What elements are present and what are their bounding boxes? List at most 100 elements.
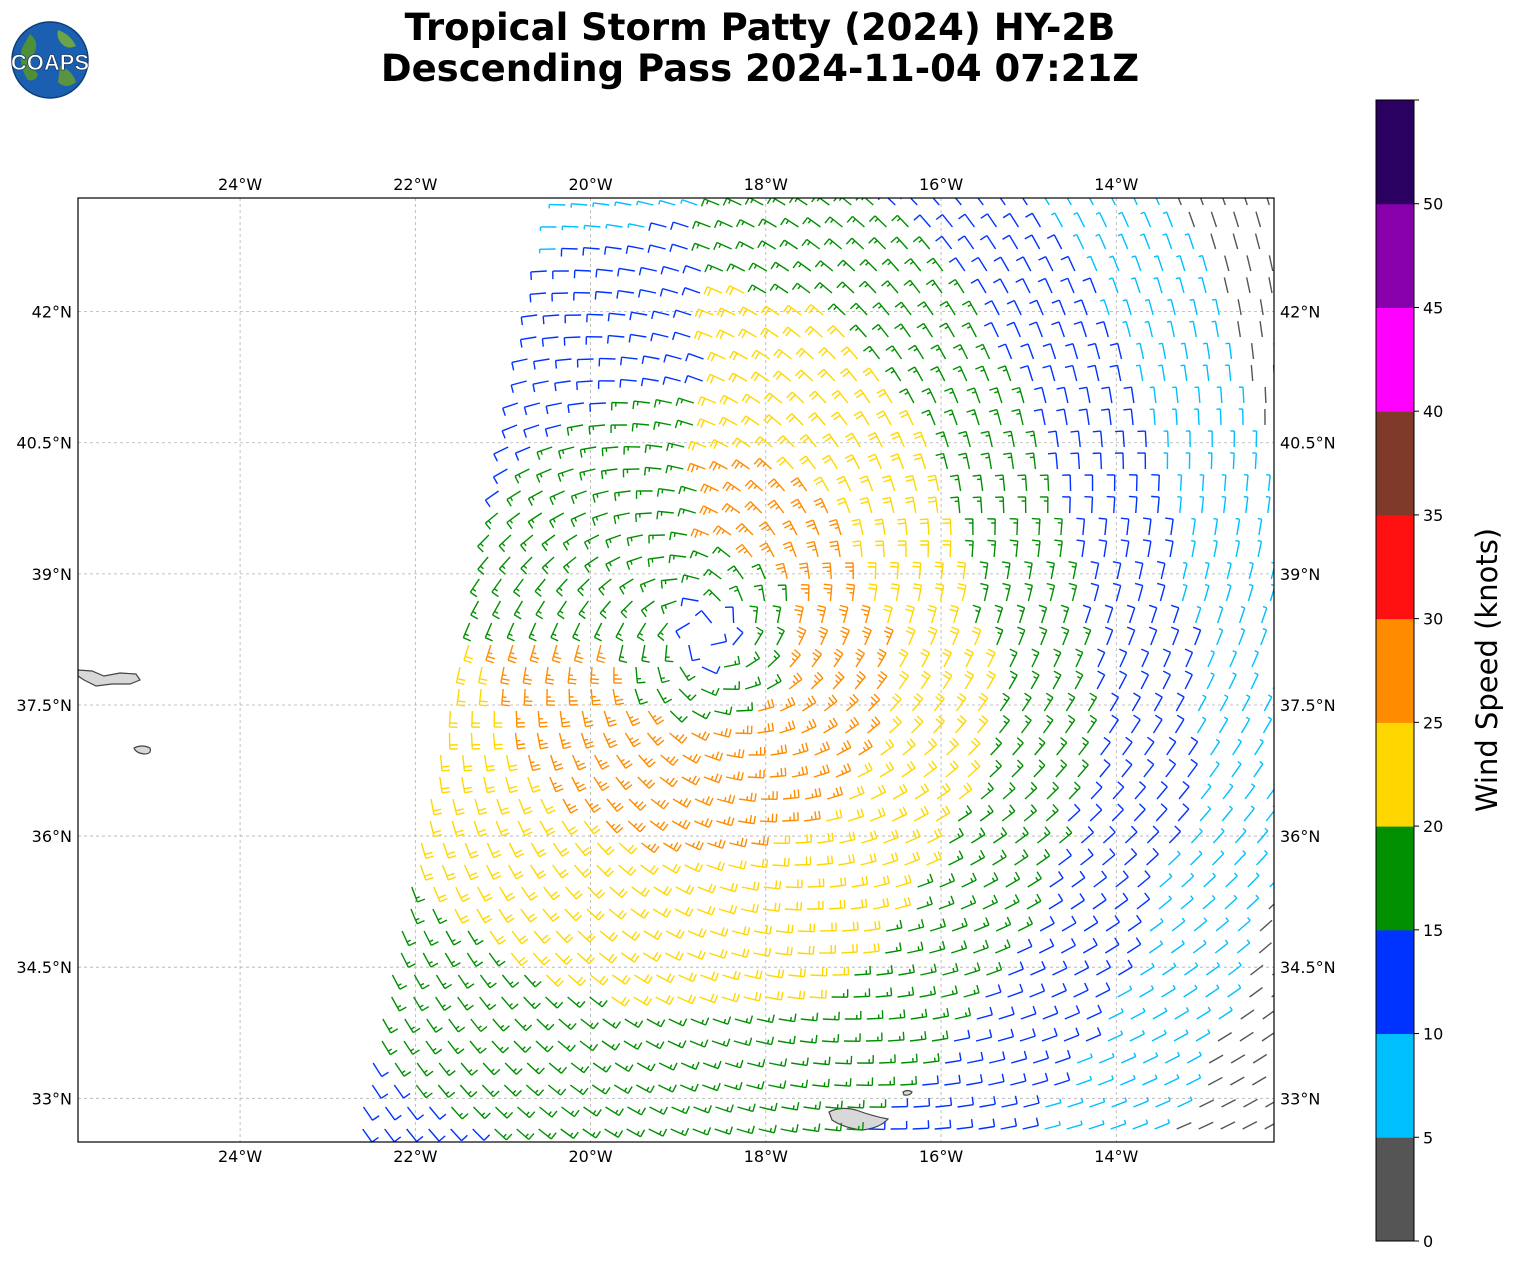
wind-barb — [694, 308, 714, 319]
wind-barb — [1164, 1074, 1180, 1086]
wind-barb — [1148, 626, 1158, 646]
wind-barb — [829, 540, 841, 558]
wind-barb — [997, 1028, 1015, 1042]
wind-barb — [510, 380, 527, 394]
wind-barb — [880, 738, 895, 756]
wind-barb — [964, 670, 975, 690]
wind-barb — [535, 600, 546, 620]
wind-barb — [818, 626, 829, 646]
wind-barb — [1121, 758, 1133, 778]
wind-barb — [905, 828, 921, 844]
wind-barb — [1258, 942, 1272, 954]
wind-barb — [844, 1010, 862, 1020]
wind-barb — [445, 930, 462, 946]
wind-barb — [819, 945, 837, 954]
wind-barb — [986, 670, 996, 690]
wind-barb — [777, 584, 788, 602]
colorbar-tick-label: 10 — [1423, 1025, 1443, 1044]
wind-barb — [802, 217, 821, 228]
wind-barb — [1213, 539, 1218, 558]
wind-barb — [719, 394, 739, 405]
wind-barb — [362, 1106, 380, 1121]
wind-barb — [1036, 826, 1051, 844]
wind-barb — [926, 850, 942, 866]
wind-barb — [1219, 694, 1229, 712]
wind-barb — [712, 546, 731, 558]
wind-barb — [1120, 1052, 1137, 1064]
wind-barb — [970, 278, 987, 294]
wind-barb — [913, 1097, 931, 1108]
wind-barb — [614, 1062, 634, 1073]
wind-barb — [1054, 517, 1063, 536]
wind-barb — [1110, 1119, 1127, 1130]
wind-barb — [927, 474, 940, 492]
wind-barb — [1056, 736, 1068, 756]
wind-barb — [1250, 672, 1259, 690]
wind-barb — [463, 864, 479, 881]
wind-barb — [406, 1106, 425, 1121]
wind-barb — [844, 432, 861, 448]
wind-barb — [660, 754, 679, 766]
wind-barb — [452, 798, 465, 816]
wind-barb — [735, 725, 753, 735]
wind-barb — [738, 306, 758, 317]
wind-barb — [1236, 939, 1251, 954]
wind-barb — [702, 1082, 721, 1092]
wind-barb — [955, 692, 967, 712]
wind-barb — [930, 344, 947, 360]
wind-barb — [728, 859, 747, 870]
wind-barb — [749, 605, 759, 624]
wind-barb — [1017, 474, 1028, 492]
wind-barb — [1021, 692, 1032, 712]
wind-barb — [802, 1123, 821, 1133]
wind-barb — [1252, 452, 1258, 470]
wind-barb — [526, 1062, 545, 1075]
wind-barb — [964, 518, 974, 536]
wind-barb — [1090, 582, 1100, 602]
wind-barb — [966, 387, 981, 404]
wind-barb — [867, 693, 881, 712]
wind-barb — [916, 322, 933, 338]
wind-barb — [666, 442, 685, 452]
wind-barb — [572, 754, 587, 771]
wind-barb — [1076, 539, 1086, 558]
island-2 — [133, 745, 151, 755]
wind-barb — [473, 1106, 491, 1120]
wind-barb — [567, 996, 586, 1008]
wind-barb — [1067, 803, 1081, 822]
wind-barb — [861, 830, 878, 844]
wind-barb — [435, 974, 453, 990]
wind-barb — [1031, 517, 1041, 536]
wind-barb — [1269, 583, 1274, 602]
wind-barb — [1025, 212, 1042, 228]
wind-barb — [478, 688, 488, 707]
wind-barb — [1017, 626, 1026, 646]
wind-barb — [843, 1033, 861, 1043]
wind-barb — [1228, 672, 1237, 690]
wind-barb — [791, 1057, 809, 1067]
wind-barb — [1090, 781, 1103, 800]
wind-barb — [1023, 1095, 1040, 1108]
wind-barb — [1074, 670, 1084, 690]
wind-barb — [523, 402, 541, 416]
wind-barb — [647, 556, 665, 568]
wind-barb — [415, 1084, 433, 1099]
wind-barb — [682, 753, 702, 764]
wind-barb — [904, 474, 918, 492]
wind-barb — [1053, 648, 1062, 668]
wind-barb — [636, 200, 654, 206]
wind-barb — [541, 336, 559, 347]
wind-barb — [484, 490, 499, 508]
wind-barb — [712, 1016, 732, 1025]
wind-barb — [994, 604, 1004, 624]
wind-barb — [680, 1083, 699, 1092]
wind-barb — [911, 715, 924, 734]
wind-barb — [700, 971, 719, 982]
wind-barb — [956, 561, 967, 580]
wind-barb — [1112, 560, 1122, 580]
wind-barb — [1129, 1030, 1145, 1042]
wind-barb — [623, 1040, 643, 1050]
wind-barb — [949, 626, 960, 646]
wind-barb — [965, 539, 974, 558]
wind-barb — [1122, 736, 1133, 756]
